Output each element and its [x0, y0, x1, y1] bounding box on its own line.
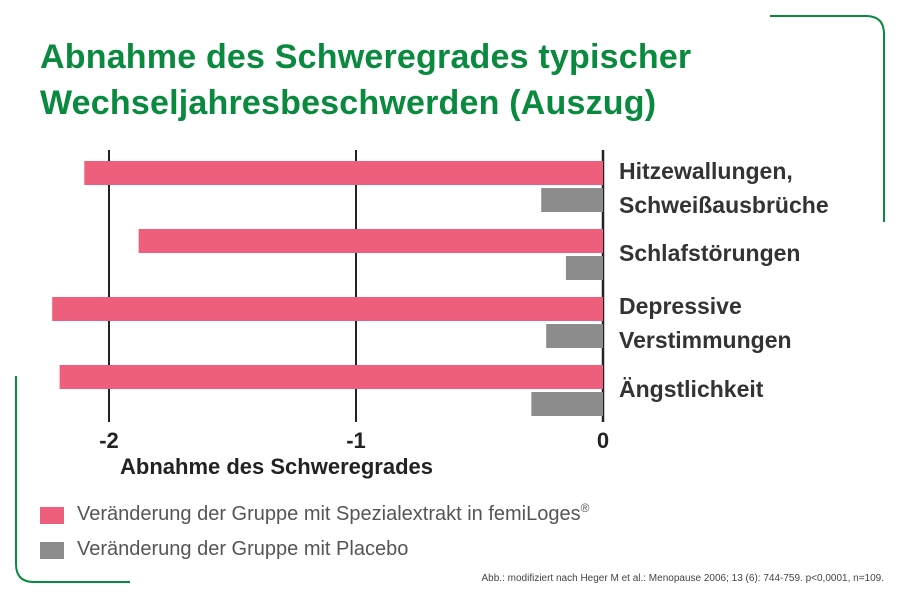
chart-title-line-2: Wechseljahresbeschwerden (Auszug) — [40, 84, 657, 122]
tick-label-1: -1 — [346, 428, 366, 453]
bar-placebo-3 — [531, 392, 603, 416]
category-label-0: Hitzewallungen, Schweißausbrüche — [619, 154, 829, 222]
registered-mark: ® — [580, 501, 590, 515]
bar-extract-0 — [84, 161, 604, 185]
category-label-2-line-0: Depressive — [619, 293, 742, 319]
x-axis-title: Abnahme des Schweregrades — [120, 454, 434, 479]
category-label-0-line-1: Schweißausbrüche — [619, 192, 829, 218]
legend-label-extract-text: Veränderung der Gruppe mit Spezialextrak… — [77, 503, 581, 525]
category-label-1: Schlafstörungen — [619, 236, 800, 270]
bar-placebo-1 — [565, 256, 603, 280]
legend-item-placebo: Veränderung der Gruppe mit Placebo — [40, 538, 740, 563]
source-footnote: Abb.: modifiziert nach Heger M et al.: M… — [481, 573, 884, 584]
bar-extract-3 — [59, 365, 604, 389]
legend-swatch-extract — [40, 507, 64, 524]
chart-title: Abnahme des Schweregrades typischer Wech… — [40, 34, 691, 126]
tick-label-2: 0 — [597, 428, 609, 453]
category-label-0-line-0: Hitzewallungen, — [619, 158, 793, 184]
category-label-2: Depressive Verstimmungen — [619, 289, 792, 357]
bar-extract-2 — [52, 297, 603, 321]
category-label-3: Ängstlichkeit — [619, 372, 763, 406]
chart-title-line-1: Abnahme des Schweregrades typischer — [40, 38, 692, 76]
category-label-2-line-1: Verstimmungen — [619, 327, 792, 353]
legend-label-extract: Veränderung der Gruppe mit Spezialextrak… — [77, 501, 590, 526]
bar-placebo-0 — [541, 188, 603, 212]
legend-swatch-placebo — [40, 542, 64, 559]
legend-item-extract: Veränderung der Gruppe mit Spezialextrak… — [40, 501, 740, 528]
category-label-1-line-0: Schlafstörungen — [619, 240, 801, 266]
bar-placebo-2 — [546, 324, 603, 348]
legend-label-placebo: Veränderung der Gruppe mit Placebo — [77, 538, 409, 560]
bar-extract-1 — [138, 229, 603, 253]
category-label-3-line-0: Ängstlichkeit — [619, 376, 764, 402]
tick-label-0: -2 — [99, 428, 119, 453]
